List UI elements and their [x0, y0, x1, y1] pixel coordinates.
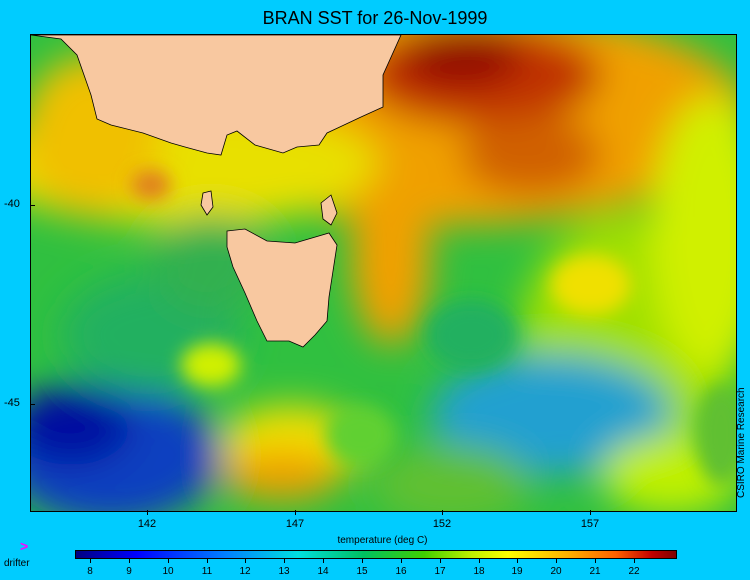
colorbar-tick-label: 15 — [356, 566, 368, 577]
y-tick-mark — [30, 205, 35, 206]
colorbar-tick-mark — [129, 559, 130, 563]
colorbar-tick-label: 8 — [87, 566, 93, 577]
tasmania-land — [226, 228, 338, 348]
colorbar-tick-label: 19 — [511, 566, 523, 577]
drifter-symbol: > — [20, 538, 29, 554]
credit-text: CSIRO Marine Research — [736, 387, 747, 498]
colorbar-tick-mark — [90, 559, 91, 563]
colorbar-tick-mark — [168, 559, 169, 563]
colorbar-tick-mark — [362, 559, 363, 563]
flinders-island — [320, 194, 338, 226]
x-tick-label: 142 — [137, 518, 157, 530]
colorbar-tick-label: 12 — [239, 566, 251, 577]
colorbar-tick-mark — [323, 559, 324, 563]
y-tick-label: -40 — [4, 198, 20, 210]
colorbar-tick-mark — [479, 559, 480, 563]
x-tick-mark — [442, 510, 443, 515]
colorbar-tick-label: 9 — [126, 566, 132, 577]
y-tick-mark — [30, 404, 35, 405]
sst-map — [30, 34, 737, 512]
drifter-label: drifter — [4, 558, 30, 569]
x-tick-mark — [590, 510, 591, 515]
x-tick-label: 147 — [285, 518, 305, 530]
x-axis-label: temperature (deg C) — [337, 535, 428, 546]
colorbar-tick-mark — [207, 559, 208, 563]
y-tick-label: -45 — [4, 397, 20, 409]
king-island — [200, 190, 214, 216]
colorbar-tick-label: 16 — [395, 566, 407, 577]
x-tick-label: 152 — [432, 518, 452, 530]
colorbar-tick-label: 20 — [550, 566, 562, 577]
colorbar-tick-label: 10 — [162, 566, 174, 577]
colorbar-tick-mark — [595, 559, 596, 563]
colorbar-tick-label: 14 — [317, 566, 329, 577]
colorbar-tick-mark — [245, 559, 246, 563]
colorbar-tick-label: 13 — [278, 566, 290, 577]
colorbar-tick-mark — [556, 559, 557, 563]
colorbar-tick-label: 11 — [201, 566, 213, 577]
mainland-land — [31, 35, 402, 156]
map-title: BRAN SST for 26-Nov-1999 — [262, 8, 488, 28]
colorbar-tick-mark — [401, 559, 402, 563]
x-tick-label: 157 — [580, 518, 600, 530]
colorbar-tick-label: 18 — [473, 566, 485, 577]
x-tick-mark — [295, 510, 296, 515]
colorbar-tick-label: 21 — [589, 566, 601, 577]
colorbar-tick-label: 17 — [434, 566, 446, 577]
colorbar-tick-mark — [634, 559, 635, 563]
colorbar-tick-mark — [284, 559, 285, 563]
colorbar — [75, 550, 677, 559]
colorbar-tick-mark — [517, 559, 518, 563]
x-tick-mark — [147, 510, 148, 515]
colorbar-tick-label: 22 — [628, 566, 640, 577]
colorbar-tick-mark — [440, 559, 441, 563]
